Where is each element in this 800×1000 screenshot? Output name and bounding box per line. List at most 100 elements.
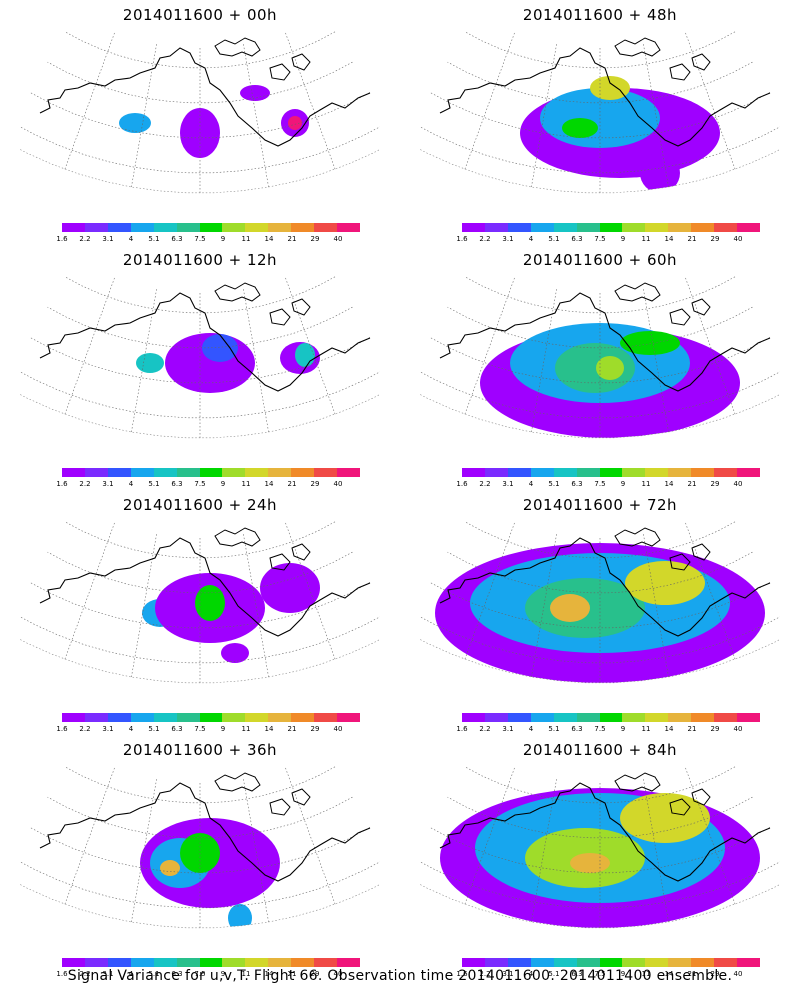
panel-title: 2014011600 + 00h	[122, 6, 278, 24]
colorbar-tick-label: 9	[620, 235, 626, 243]
colorbar-swatch	[462, 223, 485, 232]
colorbar-tick-label: 7.5	[594, 235, 606, 243]
latitude-line	[20, 126, 380, 174]
arctic-islands	[214, 527, 311, 571]
polar-map	[20, 276, 380, 439]
colorbar-tick-label: 40	[733, 725, 743, 733]
colorbar-swatch	[130, 223, 154, 232]
colorbar-swatch	[530, 958, 554, 967]
colorbar-tick-label: 3.1	[102, 480, 114, 488]
colorbar-tick-label: 3.1	[502, 725, 514, 733]
variance-contour	[596, 356, 624, 380]
colorbar-tick-label: 11	[641, 725, 651, 733]
colorbar-swatch	[691, 958, 715, 967]
polar-map	[20, 31, 380, 194]
colorbar	[462, 223, 760, 232]
colorbar-tick-label: 3.1	[102, 725, 114, 733]
colorbar-labels: 1.6 2.2 3.1 4 5.1 6.3 7.5 9 11 14 21 29 40	[55, 725, 375, 735]
colorbar-swatch	[553, 223, 577, 232]
variance-contour	[228, 904, 252, 928]
colorbar-swatch	[130, 468, 154, 477]
colorbar-swatch	[337, 223, 360, 232]
map-frame	[20, 884, 380, 929]
colorbar-tick-label: 2.2	[79, 235, 91, 243]
colorbar-swatch	[507, 468, 531, 477]
colorbar-swatch	[199, 958, 223, 967]
arctic-islands	[614, 282, 711, 326]
latitude-line	[64, 766, 336, 804]
colorbar-swatch	[484, 223, 508, 232]
colorbar-swatch	[314, 468, 338, 477]
variance-contour	[625, 561, 705, 605]
colorbar-swatch	[668, 468, 692, 477]
colorbar-swatch	[714, 223, 738, 232]
colorbar-swatch	[530, 468, 554, 477]
colorbar-tick-label: 4	[528, 480, 534, 488]
colorbar-tick-label: 4	[128, 235, 134, 243]
colorbar-swatch	[107, 958, 131, 967]
longitude-line	[64, 767, 115, 905]
colorbar-swatch	[176, 713, 200, 722]
colorbar-labels: 1.6 2.2 3.1 4 5.1 6.3 7.5 9 11 14 21 29 40	[55, 480, 375, 490]
colorbar-swatch	[62, 468, 85, 477]
colorbar-tick-label: 11	[641, 235, 651, 243]
colorbar-tick-label: 21	[687, 725, 697, 733]
colorbar-swatch	[291, 468, 315, 477]
longitude-line	[64, 32, 115, 170]
colorbar-swatch	[714, 713, 738, 722]
colorbar-tick-label: 9	[620, 480, 626, 488]
colorbar-tick-label: 6.3	[171, 235, 183, 243]
colorbar-swatch	[222, 223, 246, 232]
panel-title: 2014011600 + 12h	[122, 251, 278, 269]
latitude-line	[464, 521, 736, 559]
latitude-line	[464, 766, 736, 804]
variance-contour	[550, 594, 590, 622]
colorbar	[462, 958, 760, 967]
colorbar-tick-label: 21	[287, 970, 297, 978]
colorbar-swatch	[599, 223, 623, 232]
arctic-islands	[214, 37, 311, 81]
map-frame	[420, 394, 780, 439]
colorbar-swatch	[622, 958, 646, 967]
colorbar-tick-label: 14	[664, 480, 674, 488]
colorbar-tick-label: 5.1	[148, 725, 160, 733]
colorbar-swatch	[622, 713, 646, 722]
colorbar-swatch	[291, 223, 315, 232]
colorbar-tick-label: 40	[733, 480, 743, 488]
colorbar-swatch	[645, 713, 669, 722]
colorbar-tick-label: 11	[241, 725, 251, 733]
colorbar-swatch	[153, 958, 177, 967]
longitude-line	[464, 32, 515, 170]
coastline	[439, 47, 771, 147]
colorbar-swatch	[507, 223, 531, 232]
colorbar-swatch	[530, 713, 554, 722]
colorbar-swatch	[199, 468, 223, 477]
colorbar-swatch	[668, 223, 692, 232]
variance-contour	[260, 563, 320, 613]
map-frame	[20, 639, 380, 684]
coastline	[439, 537, 771, 637]
colorbar-swatch	[507, 958, 531, 967]
variance-contour	[195, 585, 225, 621]
colorbar-swatch	[268, 223, 292, 232]
colorbar-swatch	[291, 958, 315, 967]
colorbar-tick-label: 21	[687, 235, 697, 243]
colorbar-swatch	[576, 223, 600, 232]
colorbar-tick-label: 2.2	[79, 970, 91, 978]
colorbar-tick-label: 11	[241, 480, 251, 488]
colorbar-swatch	[599, 958, 623, 967]
colorbar-swatch	[691, 223, 715, 232]
colorbar	[62, 958, 360, 967]
latitude-line	[64, 521, 336, 559]
colorbar-swatch	[553, 958, 577, 967]
colorbar-swatch	[484, 713, 508, 722]
colorbar-tick-label: 2.2	[479, 235, 491, 243]
colorbar-labels: 1.6 2.2 3.1 4 5.1 6.3 7.5 9 11 14 21 29 40	[455, 235, 775, 245]
colorbar-tick-label: 9	[220, 970, 226, 978]
colorbar-swatch	[314, 713, 338, 722]
colorbar-tick-label: 4	[128, 725, 134, 733]
variance-contour	[590, 76, 630, 100]
latitude-line	[420, 371, 780, 419]
colorbar-swatch	[107, 713, 131, 722]
forecast-panel: 2014011600 + 12h 1.6 2.2 3.1 4 5.1 6.3 7.5 9 11 14…	[0, 245, 400, 490]
